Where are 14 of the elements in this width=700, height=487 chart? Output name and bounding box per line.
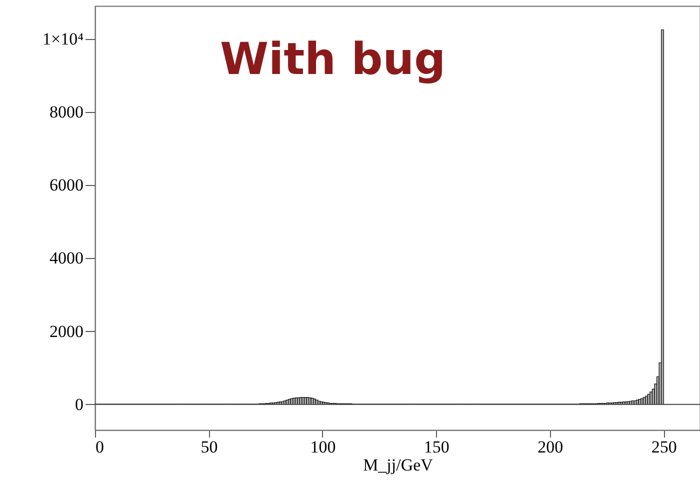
x-tick-label: 150 — [424, 438, 450, 456]
x-axis-title: M_jj/GeV — [363, 456, 434, 474]
y-tick-label: 6000 — [50, 176, 84, 195]
annotation: With bug — [220, 34, 446, 85]
x-tick-label: 200 — [538, 438, 564, 456]
x-tick-label: 100 — [310, 438, 336, 456]
y-tick-label: 8000 — [50, 102, 84, 122]
x-tick-label: 250 — [651, 438, 677, 456]
x-tick-label: 0 — [96, 438, 104, 456]
y-tick-label: 4000 — [50, 248, 84, 268]
y-tick-label: 2000 — [50, 322, 84, 341]
y-tick-label: 1×10⁴ — [42, 29, 84, 48]
x-tick-label: 50 — [200, 438, 218, 456]
y-tick-label: 0 — [75, 394, 84, 414]
